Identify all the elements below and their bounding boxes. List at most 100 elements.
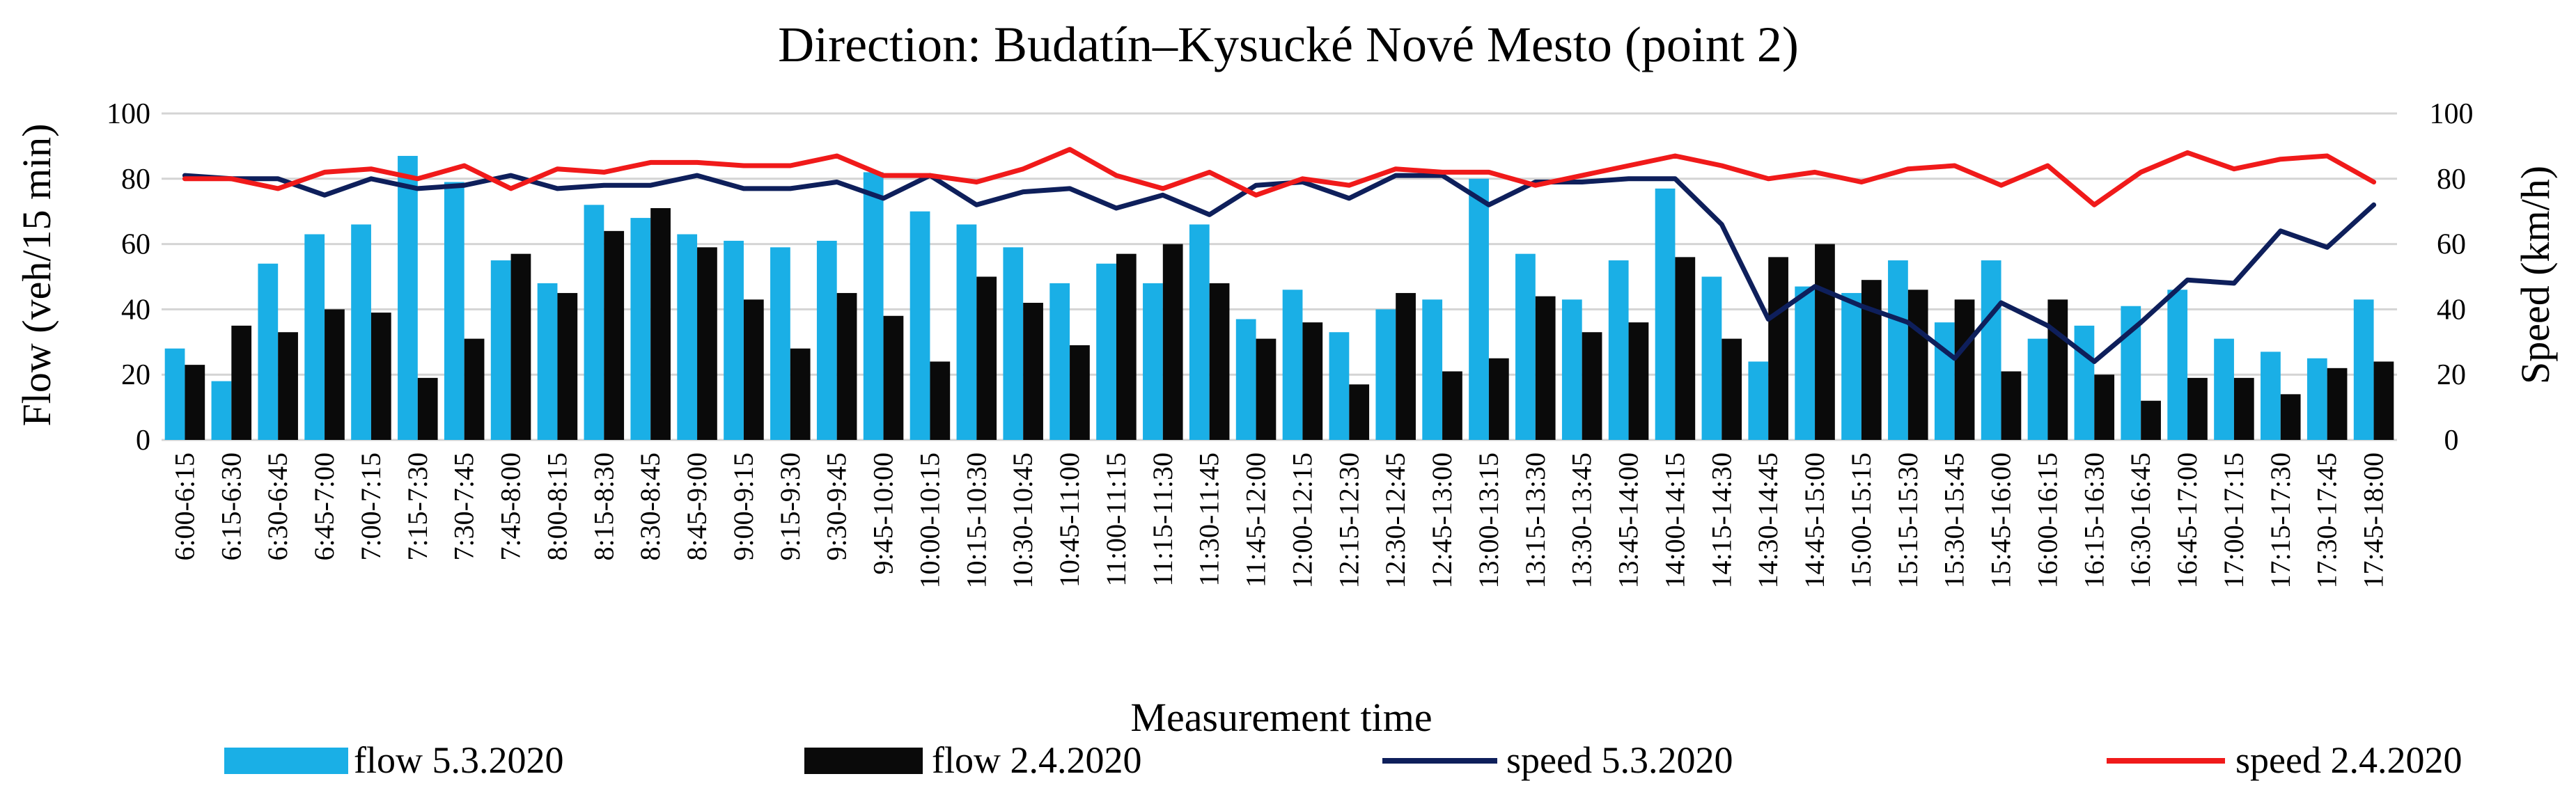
bar bbox=[1934, 322, 1955, 440]
bar bbox=[1422, 299, 1443, 440]
x-tick-label: 16:45-17:00 bbox=[2171, 452, 2203, 589]
x-tick-label: 9:45-10:00 bbox=[868, 452, 899, 575]
bar bbox=[464, 338, 485, 440]
bar bbox=[1907, 290, 1928, 440]
speed-line-2 bbox=[182, 147, 2377, 207]
x-tick-label: 11:15-11:30 bbox=[1147, 452, 1178, 587]
legend: flow 5.3.2020 flow 2.4.2020 speed 5.3.2020… bbox=[224, 739, 2462, 781]
x-tick-label: 17:30-17:45 bbox=[2311, 452, 2343, 589]
x-tick-label: 7:15-7:30 bbox=[402, 452, 433, 561]
bar bbox=[836, 292, 857, 440]
bar bbox=[1888, 260, 1908, 440]
bar bbox=[351, 224, 371, 440]
bar bbox=[2233, 377, 2254, 440]
bar bbox=[1235, 319, 1256, 440]
x-tick-label: 14:30-14:45 bbox=[1752, 452, 1783, 589]
x-tick-label: 9:00-9:15 bbox=[728, 452, 759, 561]
bar bbox=[1515, 253, 1536, 440]
y2-tick-label: 80 bbox=[2437, 164, 2466, 196]
bar bbox=[1815, 244, 1835, 440]
x-tick-label: 6:15-6:30 bbox=[215, 452, 247, 561]
legend-swatch bbox=[224, 748, 348, 774]
x-tick-label: 16:00-16:15 bbox=[2031, 452, 2063, 589]
x-tick-label: 6:00-6:15 bbox=[169, 452, 200, 561]
legend-item: speed 5.3.2020 bbox=[1382, 739, 1733, 781]
bar bbox=[1282, 290, 1303, 440]
bar bbox=[2327, 368, 2348, 440]
x-axis-tick-labels: 6:00-6:15 6:15-6:30 6:30-6:45 6:45-7:00 7:00… bbox=[169, 452, 2389, 589]
x-tick-label: 13:00-13:15 bbox=[1473, 452, 1504, 589]
bar bbox=[1655, 188, 1676, 440]
x-tick-label: 6:30-6:45 bbox=[262, 452, 293, 561]
bar bbox=[790, 348, 811, 440]
bar bbox=[1469, 178, 1489, 440]
x-tick-label: 10:00-10:15 bbox=[914, 452, 945, 589]
bar bbox=[1023, 303, 1043, 440]
bar bbox=[304, 234, 325, 440]
bar bbox=[1189, 224, 1210, 440]
bar bbox=[584, 205, 604, 440]
legend-label: speed 2.4.2020 bbox=[2235, 739, 2462, 781]
bar bbox=[930, 361, 951, 440]
x-tick-label: 12:45-13:00 bbox=[1426, 452, 1458, 589]
x-tick-label: 16:30-16:45 bbox=[2125, 452, 2156, 589]
bar bbox=[1349, 384, 1370, 440]
x-tick-label: 11:45-12:00 bbox=[1240, 452, 1272, 587]
bar bbox=[1535, 296, 1556, 440]
bar bbox=[278, 332, 298, 440]
bar bbox=[743, 299, 764, 440]
x-tick-label: 17:00-17:15 bbox=[2218, 452, 2249, 589]
bar bbox=[490, 260, 511, 440]
bar bbox=[164, 348, 185, 440]
left-axis-ticks: 0 20 40 60 80 100 bbox=[107, 98, 150, 457]
bar bbox=[2280, 394, 2301, 440]
x-tick-label: 13:45-14:00 bbox=[1613, 452, 1644, 589]
bar bbox=[1608, 260, 1629, 440]
x-tick-label: 12:00-12:15 bbox=[1286, 452, 1318, 589]
bar bbox=[1722, 338, 1742, 440]
bar bbox=[258, 263, 279, 440]
x-tick-label: 12:30-12:45 bbox=[1380, 452, 1411, 589]
line-series bbox=[182, 147, 2377, 364]
bar bbox=[2074, 325, 2095, 440]
bar bbox=[1442, 371, 1462, 440]
chart-title: Direction: Budatín–Kysucké Nové Mesto (p… bbox=[778, 17, 1799, 72]
y-tick-label: 20 bbox=[121, 359, 150, 391]
x-tick-label: 17:15-17:30 bbox=[2265, 452, 2296, 589]
legend-item: flow 5.3.2020 bbox=[224, 739, 563, 781]
x-tick-label: 11:00-11:15 bbox=[1100, 452, 1132, 587]
legend-label: flow 2.4.2020 bbox=[932, 739, 1141, 781]
bar bbox=[325, 309, 345, 440]
bar bbox=[2187, 377, 2208, 440]
bar bbox=[1981, 260, 2001, 440]
bar bbox=[1396, 292, 1416, 440]
bar bbox=[1628, 322, 1649, 440]
bar bbox=[630, 218, 651, 440]
y2-tick-label: 40 bbox=[2437, 294, 2466, 326]
bar bbox=[816, 240, 837, 440]
bar bbox=[2047, 299, 2068, 440]
bar bbox=[1675, 257, 1696, 440]
bar bbox=[863, 172, 884, 441]
bar bbox=[510, 253, 531, 440]
x-tick-label: 14:45-15:00 bbox=[1799, 452, 1830, 589]
bar bbox=[2141, 400, 2161, 440]
bar bbox=[2373, 361, 2394, 440]
bar bbox=[1162, 244, 1183, 440]
bar bbox=[677, 234, 698, 440]
bar-series bbox=[164, 155, 2394, 441]
x-tick-label: 15:00-15:15 bbox=[1845, 452, 1877, 589]
x-tick-label: 10:30-10:45 bbox=[1007, 452, 1038, 589]
bar bbox=[2027, 338, 2048, 440]
right-axis-ticks: 0 20 40 60 80 100 bbox=[2430, 98, 2474, 457]
bar bbox=[2261, 352, 2281, 440]
bar bbox=[770, 247, 790, 440]
y2-tick-label: 100 bbox=[2430, 98, 2474, 130]
bar bbox=[1841, 292, 1861, 440]
x-tick-label: 11:30-11:45 bbox=[1194, 452, 1225, 587]
speed-line-1 bbox=[182, 173, 2377, 364]
bar bbox=[1701, 276, 1722, 440]
legend-item: flow 2.4.2020 bbox=[804, 739, 1141, 781]
bar bbox=[1302, 322, 1323, 440]
y-tick-label: 100 bbox=[107, 98, 150, 130]
